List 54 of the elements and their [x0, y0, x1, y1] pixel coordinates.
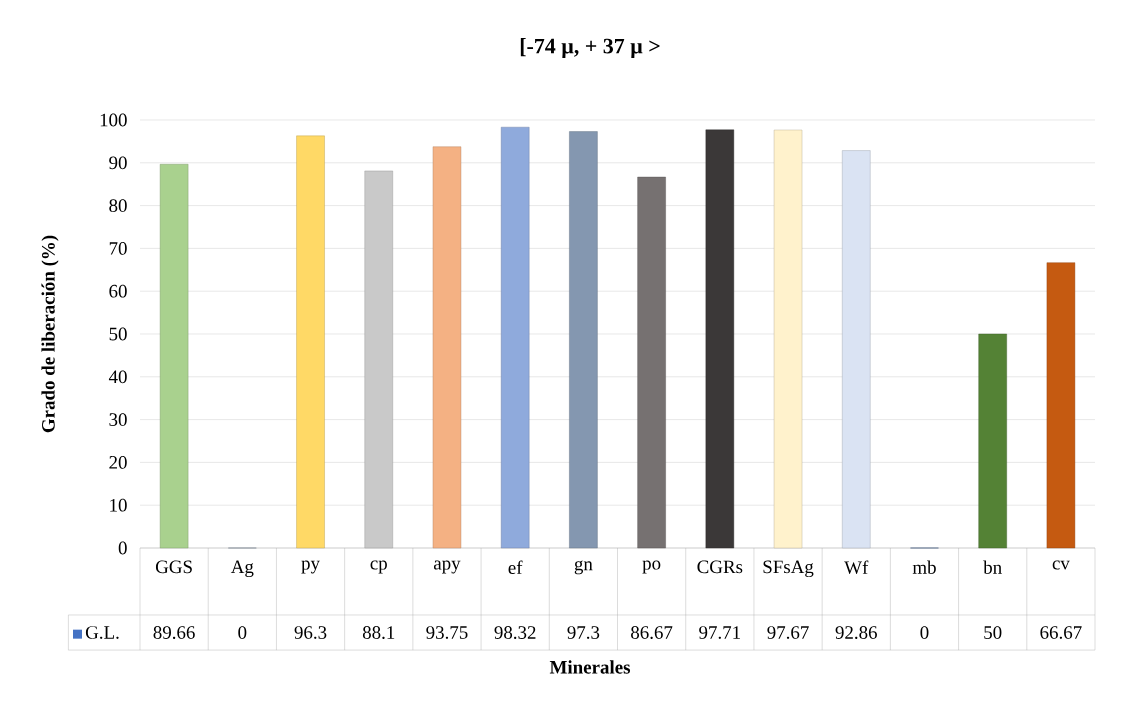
data-label: 66.67	[1040, 626, 1082, 639]
x-axis-title: Minerales	[549, 660, 631, 674]
bar	[500, 126, 530, 549]
data-label: 92.86	[835, 626, 877, 639]
chart-title: [-74 µ, + 37 µ >	[520, 38, 660, 58]
y-tick-label: 30	[109, 413, 127, 426]
x-tick-label: Ag	[230, 560, 254, 578]
data-label: 50	[984, 626, 1002, 639]
y-tick-label: 70	[109, 242, 127, 255]
data-label: 97.71	[699, 626, 740, 639]
bar	[569, 131, 598, 549]
y-tick-label: 60	[109, 284, 127, 298]
x-tick-label: bn	[983, 560, 1002, 574]
bar	[705, 129, 735, 549]
data-label: 88.1	[362, 626, 395, 639]
x-tick-label: py	[301, 560, 320, 574]
y-tick-label: 100	[100, 113, 127, 127]
y-axis-title: Grado de liberación (%)	[41, 235, 59, 433]
bar	[773, 129, 803, 549]
y-tick-label: 90	[109, 156, 127, 170]
x-tick-label: po	[642, 560, 661, 574]
data-label: 97.67	[767, 626, 809, 639]
y-tick-label: 20	[109, 456, 127, 469]
y-tick-label: 10	[110, 498, 127, 512]
y-tick-label: 80	[109, 199, 127, 212]
data-label: 0	[920, 626, 929, 639]
text: G.L.	[85, 626, 119, 639]
x-tick-label: cv	[1052, 560, 1070, 570]
x-tick-label: ef	[508, 560, 523, 575]
x-tick-label: Wf	[844, 560, 869, 575]
x-tick-label: GGS	[155, 560, 192, 574]
x-tick-label: mb	[912, 560, 936, 574]
y-tick-label: 40	[108, 370, 127, 384]
bar	[978, 333, 1007, 549]
data-label: 89.66	[153, 626, 195, 639]
bar	[159, 164, 189, 549]
bar	[1046, 262, 1076, 549]
bar	[637, 176, 666, 549]
x-tick-label: CGRs	[697, 560, 743, 574]
bar	[296, 135, 325, 549]
y-tick-label: 0	[118, 541, 127, 555]
x-tick-label: apy	[433, 560, 461, 574]
data-label: 86.67	[631, 626, 673, 639]
data-label: 93.75	[426, 626, 468, 639]
x-tick-label: cp	[370, 560, 387, 574]
bar	[432, 146, 462, 549]
x-tick-label: gn	[574, 560, 593, 575]
x-tick-label: SFsAg	[763, 560, 814, 578]
data-label: 96.3	[294, 626, 327, 639]
bar	[842, 150, 871, 549]
data-label: 97.3	[567, 626, 600, 639]
y-tick-label: 50	[109, 327, 127, 341]
data-label: 98.32	[494, 626, 536, 639]
data-label: 0	[238, 626, 247, 639]
